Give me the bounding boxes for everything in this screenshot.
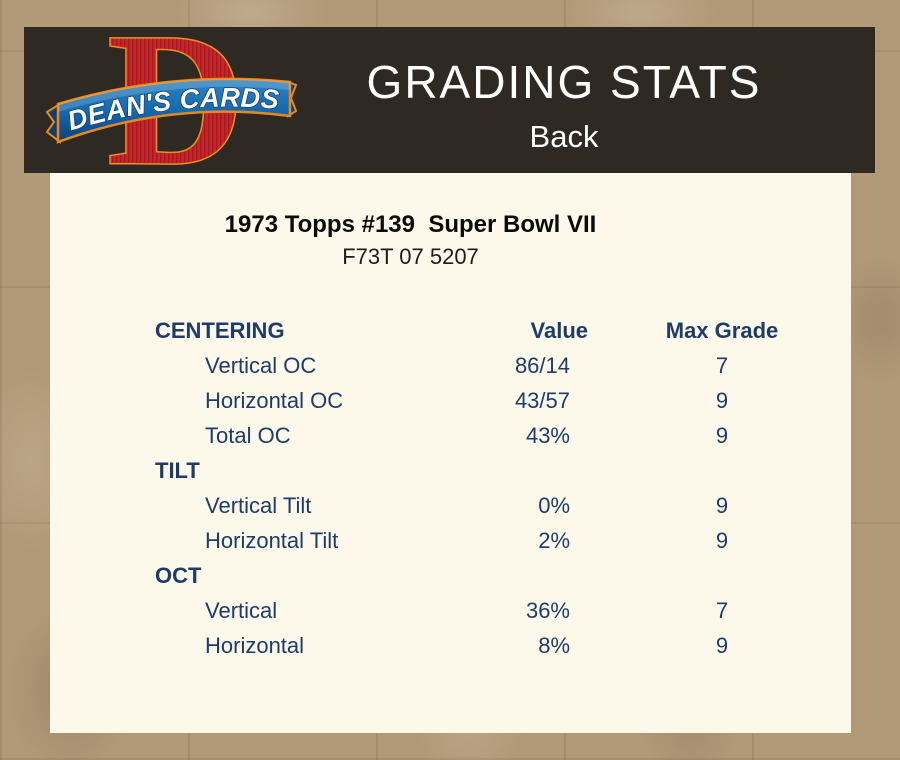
- row-value: 36%: [525, 598, 570, 623]
- row-value: 2%: [538, 528, 570, 553]
- table-row: Horizontal OC 43/57 9: [155, 383, 851, 418]
- value-column-header: Value: [530, 318, 588, 343]
- deans-cards-logo: D DEAN'S CARDS: [44, 0, 298, 207]
- card-code: F73T 07 5207: [342, 244, 479, 269]
- row-max-grade: 9: [715, 633, 729, 658]
- row-label: Vertical Tilt: [205, 493, 312, 518]
- table-header-row: CENTERING Value Max Grade: [155, 313, 851, 348]
- row-max-grade: 9: [715, 493, 729, 518]
- card-info: 1973 Topps #139 Super Bowl VII F73T 07 5…: [50, 209, 851, 273]
- row-value: 86/14: [514, 353, 570, 378]
- row-max-grade: 9: [715, 528, 729, 553]
- row-label: Horizontal Tilt: [205, 528, 339, 553]
- section-title: TILT: [155, 458, 200, 483]
- row-label: Total OC: [205, 423, 291, 448]
- stats-panel: 1973 Topps #139 Super Bowl VII F73T 07 5…: [50, 173, 851, 733]
- card-title: 1973 Topps #139 Super Bowl VII: [224, 211, 597, 238]
- table-row: Vertical OC 86/14 7: [155, 348, 851, 383]
- row-label: Vertical: [205, 598, 278, 623]
- row-value: 43/57: [514, 388, 570, 413]
- row-label: Vertical OC: [205, 353, 317, 378]
- deans-cards-logo-graphic: D DEAN'S CARDS: [45, 0, 298, 207]
- ribbon-highlight: [58, 78, 290, 112]
- section-title: CENTERING: [155, 318, 285, 343]
- row-label: Horizontal OC: [205, 388, 344, 413]
- page-title: GRADING STATS: [366, 56, 762, 108]
- row-max-grade: 9: [715, 423, 729, 448]
- row-value: 8%: [538, 633, 570, 658]
- section-title: OCT: [155, 563, 202, 588]
- row-label: Horizontal: [205, 633, 305, 658]
- table-row: Horizontal Tilt 2% 9: [155, 523, 851, 558]
- section-header-row: OCT: [155, 558, 851, 593]
- row-value: 43%: [525, 423, 570, 448]
- ribbon-banner-icon: [56, 77, 292, 144]
- header-titles: GRADING STATS Back: [298, 27, 875, 154]
- max-grade-column-header: Max Grade: [665, 318, 779, 343]
- table-row: Vertical Tilt 0% 9: [155, 488, 851, 523]
- row-max-grade: 9: [715, 388, 729, 413]
- row-value: 0%: [538, 493, 570, 518]
- row-max-grade: 7: [715, 353, 729, 378]
- grading-stats-table: CENTERING Value Max Grade Vertical OC 86…: [50, 313, 851, 663]
- card-side-label: Back: [529, 119, 599, 154]
- table-row: Horizontal 8% 9: [155, 628, 851, 663]
- table-row: Vertical 36% 7: [155, 593, 851, 628]
- section-header-row: TILT: [155, 453, 851, 488]
- header-bar: D DEAN'S CARDS GRADING STATS Back: [24, 0, 875, 207]
- table-row: Total OC 43% 9: [155, 418, 851, 453]
- row-max-grade: 7: [715, 598, 729, 623]
